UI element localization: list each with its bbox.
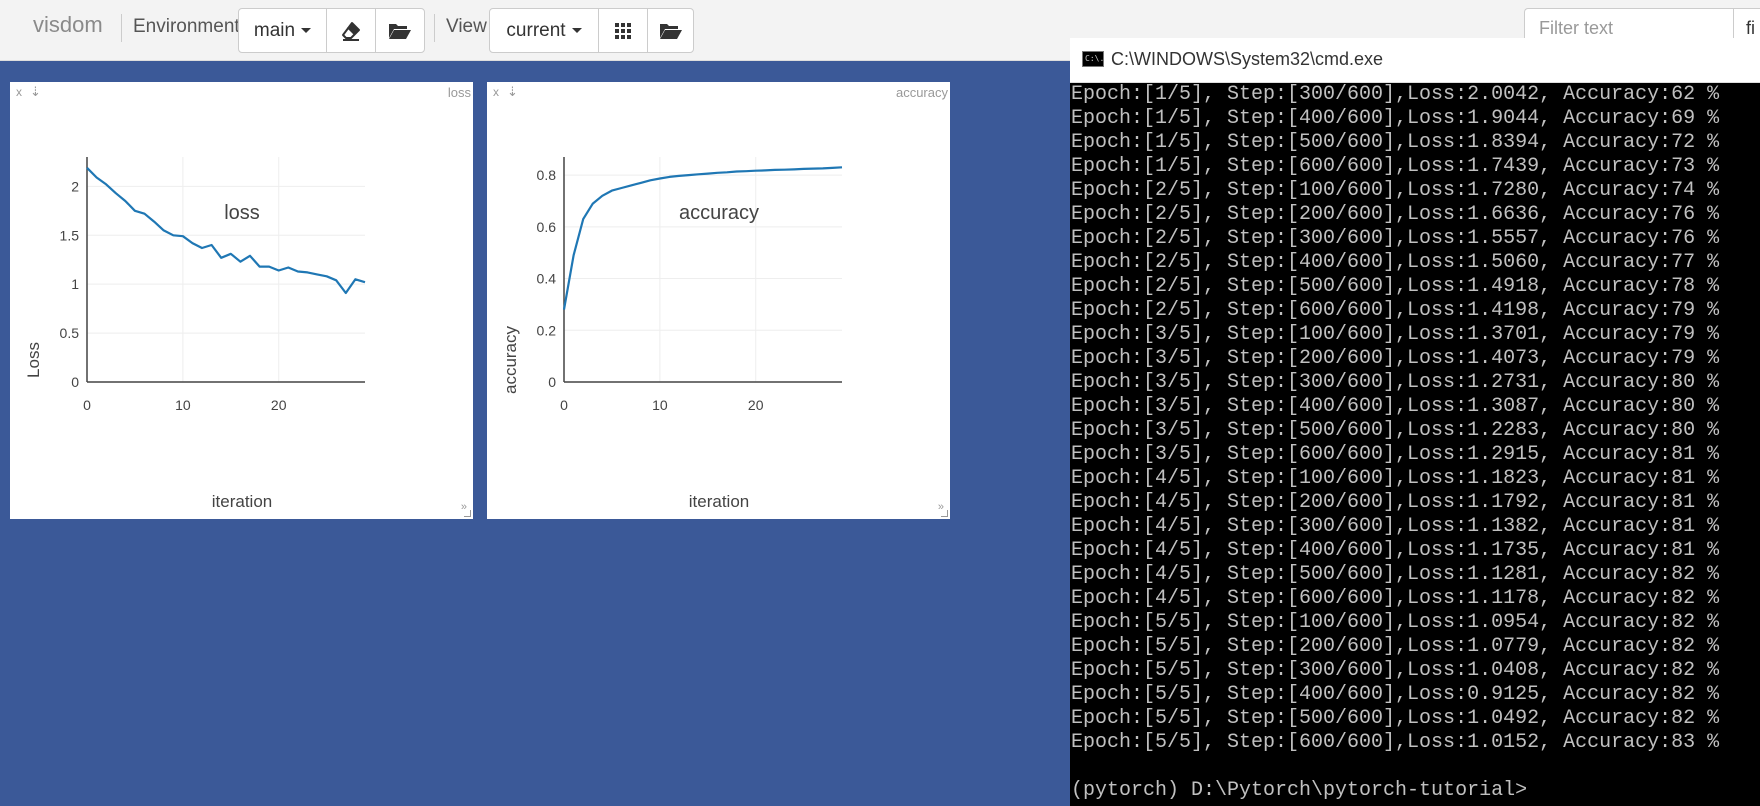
cmd-titlebar[interactable]: C:\. C:\WINDOWS\System32\cmd.exe: [1070, 38, 1760, 83]
console-line: Epoch:[1/5], Step:[300/600],Loss:2.0042,…: [1071, 83, 1720, 106]
close-icon[interactable]: x: [16, 85, 22, 99]
console-line: Epoch:[4/5], Step:[400/600],Loss:1.1735,…: [1071, 539, 1720, 562]
environment-label: Environment: [133, 16, 240, 37]
close-icon[interactable]: x: [493, 85, 499, 99]
x-tick-label: 0: [83, 397, 91, 413]
resize-handle[interactable]: [464, 510, 471, 517]
manage-environments-button[interactable]: [375, 8, 425, 53]
console-line: Epoch:[5/5], Step:[500/600],Loss:1.0492,…: [1071, 707, 1720, 730]
console-line: Epoch:[2/5], Step:[100/600],Loss:1.7280,…: [1071, 179, 1720, 202]
chevron-down-icon: [301, 28, 312, 33]
x-tick-label: 10: [175, 397, 191, 413]
y-tick-label: 0.6: [537, 219, 557, 235]
window-title: C:\WINDOWS\System32\cmd.exe: [1111, 49, 1384, 69]
folder-open-icon: [389, 23, 411, 39]
y-tick-label: 0.8: [537, 167, 557, 183]
console-line: Epoch:[2/5], Step:[300/600],Loss:1.5557,…: [1071, 227, 1720, 250]
resize-handle[interactable]: [941, 510, 948, 517]
console-line: Epoch:[3/5], Step:[400/600],Loss:1.3087,…: [1071, 395, 1720, 418]
chevron-down-icon: [571, 28, 582, 33]
console-line: Epoch:[3/5], Step:[200/600],Loss:1.4073,…: [1071, 347, 1720, 370]
console-line: Epoch:[4/5], Step:[100/600],Loss:1.1823,…: [1071, 467, 1720, 490]
y-tick-label: 1: [71, 276, 79, 292]
toolbar: visdom Environment main View current: [0, 0, 1760, 61]
resize-icon[interactable]: »: [937, 501, 944, 513]
loss-plot-pane[interactable]: x ⇣ loss 0 10 20 0 0.5 1 1.5 2 loss iteration L…: [10, 82, 473, 519]
view-select[interactable]: current: [489, 8, 599, 53]
console-line: Epoch:[1/5], Step:[400/600],Loss:1.9044,…: [1071, 107, 1720, 130]
console-line: Epoch:[3/5], Step:[100/600],Loss:1.3701,…: [1071, 323, 1720, 346]
x-tick-label: 20: [748, 397, 764, 413]
environment-select[interactable]: main: [238, 8, 327, 53]
y-tick-label: 0: [548, 374, 556, 390]
x-tick-label: 10: [652, 397, 668, 413]
x-axis-label: iteration: [212, 492, 272, 511]
terminal-icon: C:\.: [1082, 51, 1104, 67]
x-tick-label: 0: [560, 397, 568, 413]
series-line[interactable]: [562, 166, 843, 310]
y-tick-label: 0.2: [537, 322, 557, 338]
console-line: Epoch:[4/5], Step:[500/600],Loss:1.1281,…: [1071, 563, 1720, 586]
console-line: Epoch:[2/5], Step:[600/600],Loss:1.4198,…: [1071, 299, 1720, 322]
accuracy-chart: 0 10 20 0 0.2 0.4 0.6 0.8 accuracy iteration ac…: [501, 157, 843, 511]
chart-title: accuracy: [679, 202, 759, 224]
grid-icon: [615, 22, 631, 39]
console-line: Epoch:[5/5], Step:[300/600],Loss:1.0408,…: [1071, 659, 1720, 682]
command-prompt: (pytorch) D:\Pytorch\pytorch-tutorial>: [1071, 779, 1528, 802]
y-axis-label: Loss: [24, 342, 43, 378]
y-tick-label: 0: [71, 374, 79, 390]
console-line: Epoch:[4/5], Step:[200/600],Loss:1.1792,…: [1071, 491, 1720, 514]
console-line: Epoch:[5/5], Step:[400/600],Loss:0.9125,…: [1071, 683, 1720, 706]
pane-title: loss: [447, 85, 471, 100]
y-tick-label: 0.5: [60, 325, 80, 341]
resize-icon[interactable]: »: [460, 501, 467, 513]
view-label: View: [446, 16, 487, 37]
clear-environment-button[interactable]: [326, 8, 376, 53]
download-icon[interactable]: ⇣: [507, 84, 518, 99]
loss-chart: 0 10 20 0 0.5 1 1.5 2 loss iteration Loss: [24, 157, 366, 511]
y-tick-label: 1.5: [60, 227, 80, 243]
manage-views-button[interactable]: [647, 8, 694, 53]
y-tick-label: 2: [71, 178, 79, 194]
y-axis-label: accuracy: [501, 325, 520, 394]
series-line[interactable]: [86, 167, 366, 295]
console-line: Epoch:[4/5], Step:[300/600],Loss:1.1382,…: [1071, 515, 1720, 538]
console-line: Epoch:[3/5], Step:[300/600],Loss:1.2731,…: [1071, 371, 1720, 394]
x-tick-label: 20: [271, 397, 287, 413]
cmd-window[interactable]: C:\. C:\WINDOWS\System32\cmd.exe Epoch:[…: [1070, 38, 1760, 806]
divider: [121, 14, 122, 42]
console-line: Epoch:[3/5], Step:[600/600],Loss:1.2915,…: [1071, 443, 1720, 466]
console-line: Epoch:[5/5], Step:[100/600],Loss:1.0954,…: [1071, 611, 1720, 634]
repack-panes-button[interactable]: [598, 8, 648, 53]
x-axis-label: iteration: [689, 492, 749, 511]
chart-title: loss: [224, 202, 260, 224]
console-line: Epoch:[2/5], Step:[400/600],Loss:1.5060,…: [1071, 251, 1720, 274]
download-icon[interactable]: ⇣: [30, 84, 41, 99]
pane-title: accuracy: [895, 85, 948, 100]
console-line: Epoch:[1/5], Step:[600/600],Loss:1.7439,…: [1071, 155, 1720, 178]
y-tick-label: 0.4: [537, 271, 557, 287]
console-line: Epoch:[1/5], Step:[500/600],Loss:1.8394,…: [1071, 131, 1720, 154]
console-line: Epoch:[3/5], Step:[500/600],Loss:1.2283,…: [1071, 419, 1720, 442]
accuracy-plot-pane[interactable]: x ⇣ accuracy 0 10 20 0 0.2 0.4 0.6 0.8 accuracy…: [487, 82, 950, 519]
console-line: Epoch:[2/5], Step:[200/600],Loss:1.6636,…: [1071, 203, 1720, 226]
console-line: Epoch:[2/5], Step:[500/600],Loss:1.4918,…: [1071, 275, 1720, 298]
console-output[interactable]: Epoch:[1/5], Step:[300/600],Loss:2.0042,…: [1070, 82, 1760, 806]
view-select-value: current: [506, 19, 566, 41]
folder-open-icon: [659, 23, 682, 39]
environment-select-value: main: [253, 19, 296, 41]
console-line: Epoch:[4/5], Step:[600/600],Loss:1.1178,…: [1071, 587, 1720, 610]
console-line: Epoch:[5/5], Step:[600/600],Loss:1.0152,…: [1071, 731, 1720, 754]
divider: [434, 14, 435, 42]
app-logo[interactable]: visdom: [33, 12, 103, 37]
console-line: Epoch:[5/5], Step:[200/600],Loss:1.0779,…: [1071, 635, 1720, 658]
eraser-icon: [342, 21, 360, 41]
